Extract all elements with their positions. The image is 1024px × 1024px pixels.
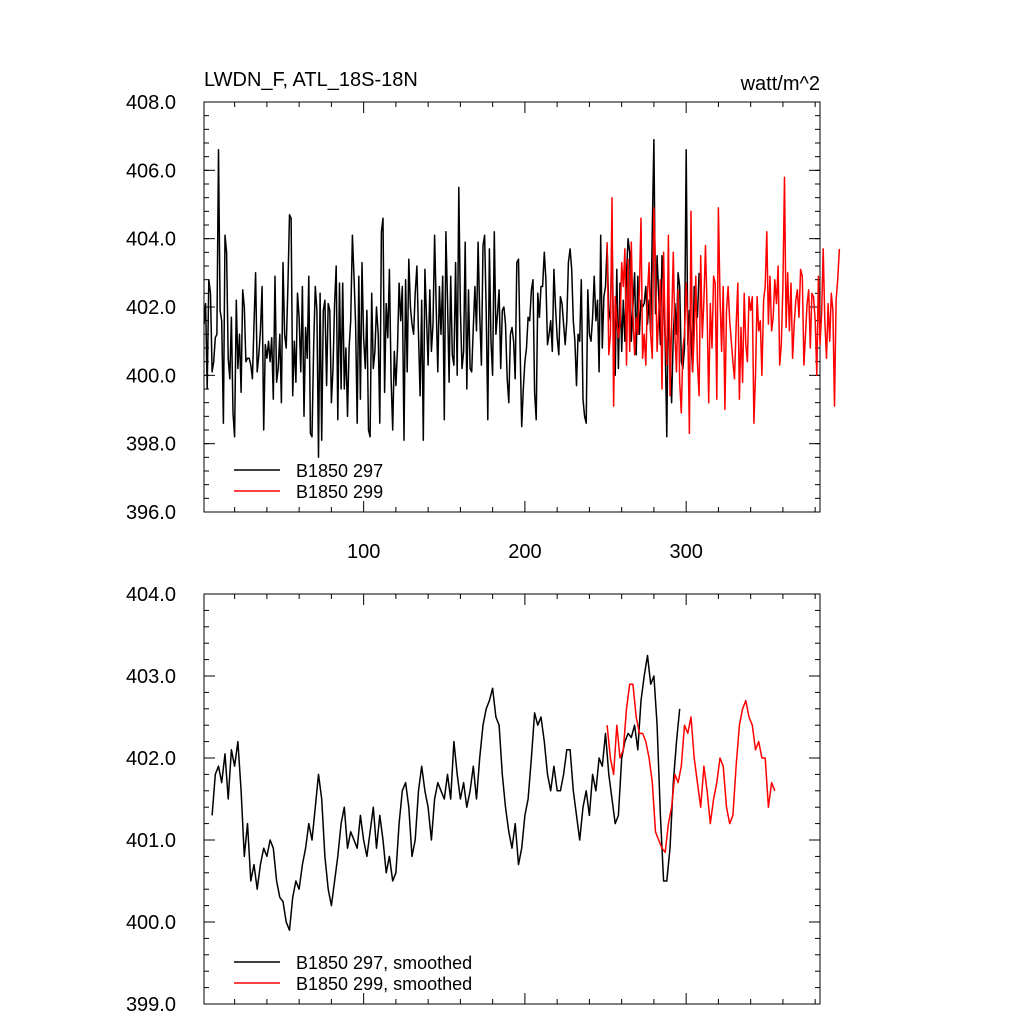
series-line-1: [203, 138, 700, 459]
series-line-2: [606, 176, 841, 435]
units-label: watt/m^2: [740, 73, 820, 95]
y-tick-label: 402.0: [126, 297, 176, 319]
legend-label: B1850 297: [296, 461, 383, 481]
y-tick-label: 404.0: [126, 229, 176, 251]
y-tick-label: 403.0: [126, 666, 176, 688]
legend-label: B1850 299: [296, 482, 383, 502]
x-tick-label: 300: [669, 541, 702, 563]
y-tick-label: 396.0: [126, 502, 176, 524]
legend-label: B1850 297, smoothed: [296, 953, 472, 973]
top-panel: 396.0 398.0 400.0 402.0 404.0 406.0 408.0 100 20…: [126, 69, 841, 563]
y-tick-label: 399.0: [126, 994, 176, 1016]
legend-label: B1850 299, smoothed: [296, 974, 472, 994]
series-line-1: [211, 654, 681, 931]
y-tick-label: 400.0: [126, 365, 176, 387]
plot-frame: [203, 101, 821, 513]
chart-title: LWDN_F, ATL_18S-18N: [204, 69, 418, 91]
y-tick-label: 408.0: [126, 92, 176, 114]
y-tick-label: 406.0: [126, 160, 176, 182]
y-tick-label: 400.0: [126, 912, 176, 934]
y-tick-label: 402.0: [126, 748, 176, 770]
y-tick-label: 398.0: [126, 434, 176, 456]
y-tick-label: 404.0: [126, 584, 176, 606]
bottom-panel: 399.0 400.0 401.0 402.0 403.0 404.0 B1850 297,…: [126, 584, 821, 1016]
x-tick-label: 200: [508, 541, 541, 563]
plot-frame: [203, 593, 821, 1005]
y-tick-label: 401.0: [126, 830, 176, 852]
series-line-2: [606, 683, 776, 854]
x-tick-label: 100: [347, 541, 380, 563]
